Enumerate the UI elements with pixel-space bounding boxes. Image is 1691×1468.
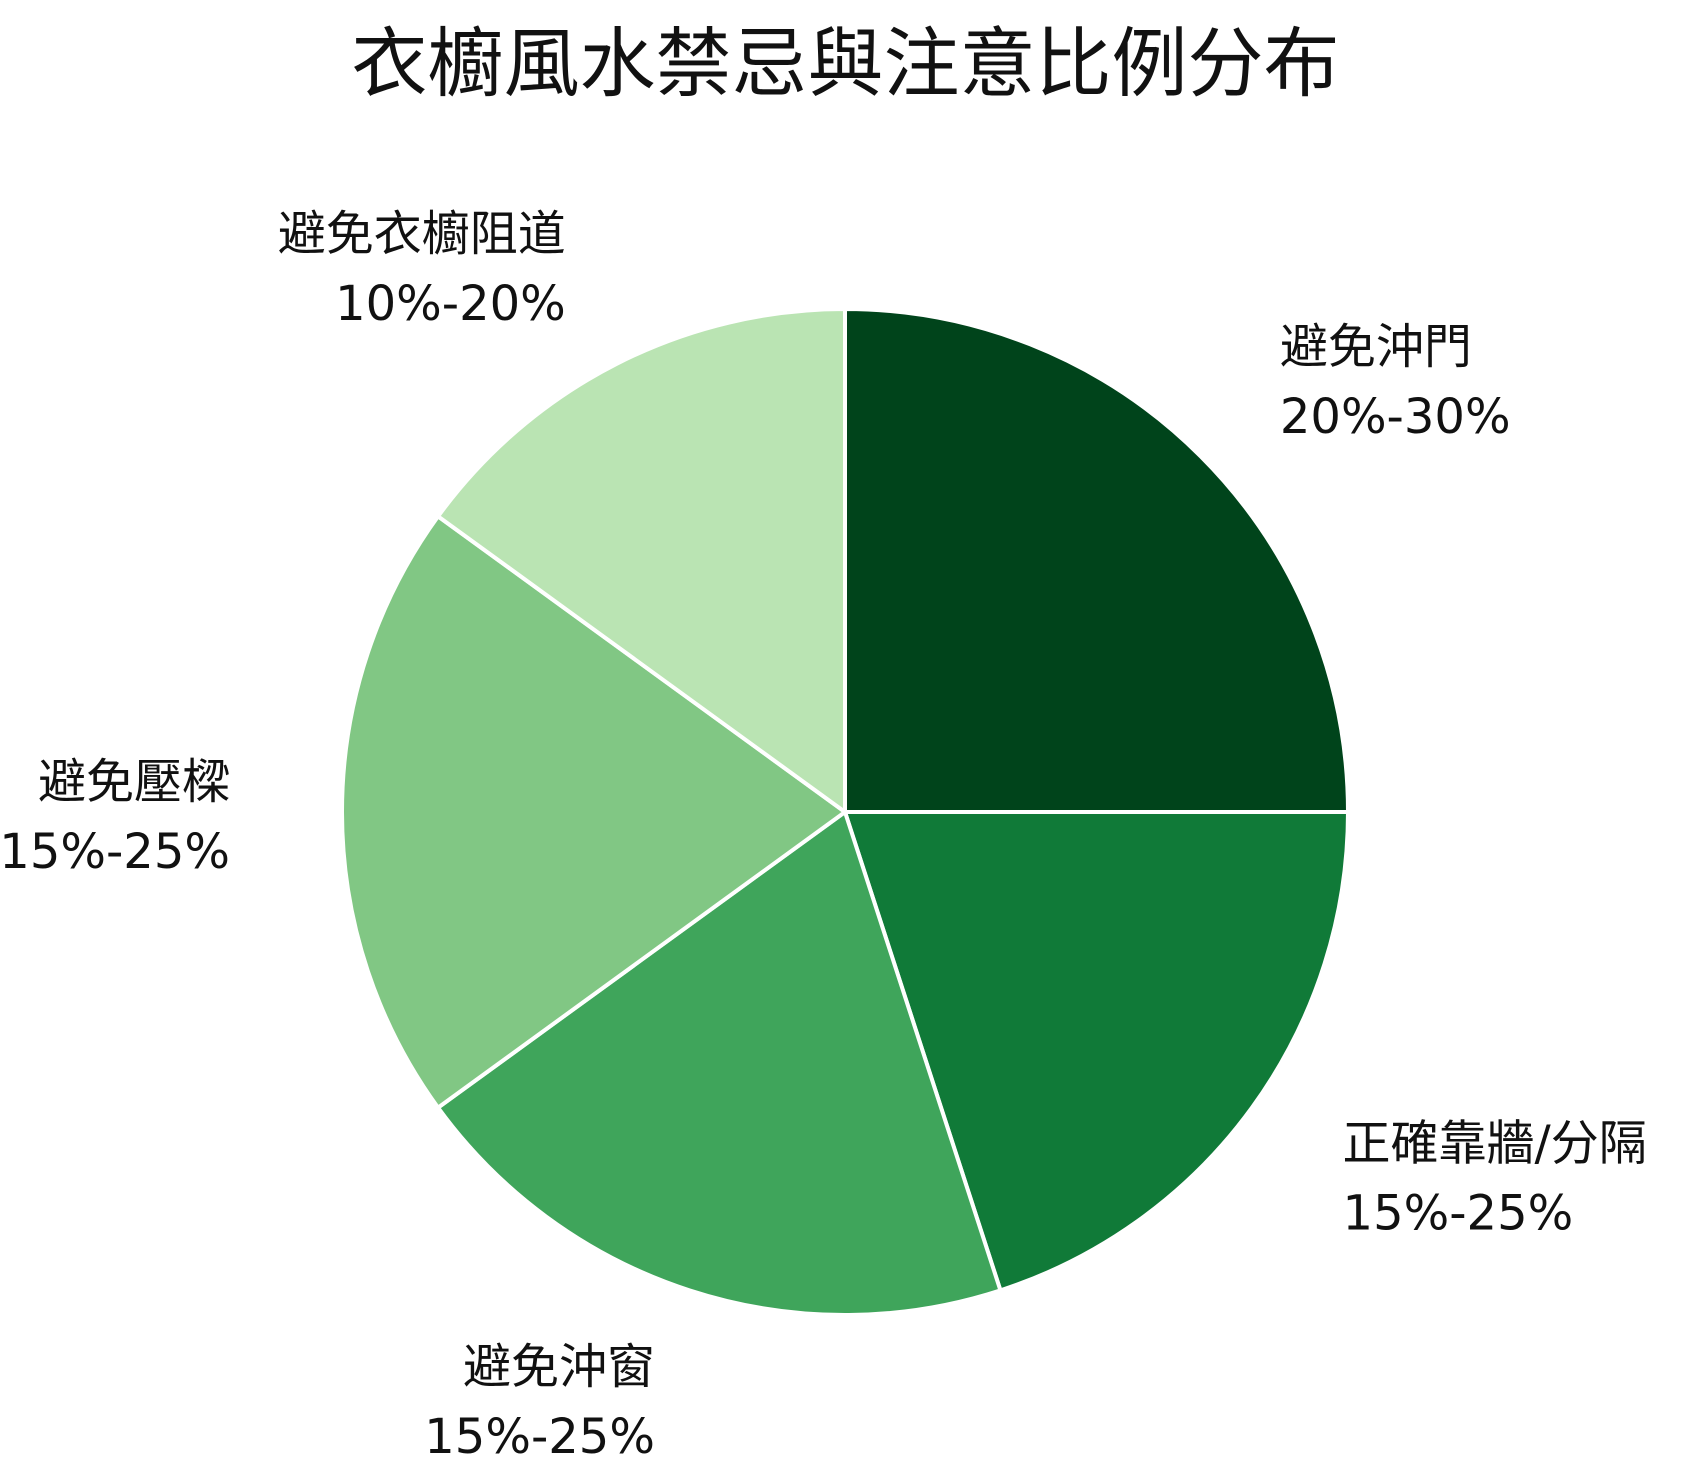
slice-label-range: 15%-25% [0,824,230,880]
slice-label-name: 避免衣櫥阻道 [278,206,566,262]
slice-label-name: 正確靠牆/分隔 [1343,1115,1647,1171]
pie-slice-4 [436,307,847,814]
pie-slices [339,307,1350,1317]
slice-label-name: 避免沖窗 [463,1339,655,1395]
pie-slice-2 [436,810,1003,1317]
slice-label-3: 避免壓樑 15%-25% [0,754,230,880]
slice-label-range: 20%-30% [1280,389,1511,445]
slice-label-1: 正確靠牆/分隔 15%-25% [1343,1115,1647,1241]
chart-title: 衣櫥風水禁忌與注意比例分布 [351,19,1340,108]
pie-slice-1 [843,810,1350,1293]
slice-label-name: 避免沖門 [1280,319,1472,375]
slice-label-2: 避免沖窗 15%-25% [424,1339,655,1465]
slice-label-range: 15%-25% [1343,1185,1574,1241]
slice-label-range: 10%-20% [335,276,566,332]
slice-labels: 避免沖門 20%-30%正確靠牆/分隔 15%-25%避免沖窗 15%-25%避免壓樑… [0,206,1647,1465]
slice-label-4: 避免衣櫥阻道 10%-20% [278,206,566,332]
slice-label-name: 避免壓樑 [38,754,230,810]
pie-slice-0 [843,307,1350,814]
pie-slice-3 [339,514,847,1110]
slice-label-range: 15%-25% [424,1409,655,1465]
slice-label-0: 避免沖門 20%-30% [1280,319,1511,445]
